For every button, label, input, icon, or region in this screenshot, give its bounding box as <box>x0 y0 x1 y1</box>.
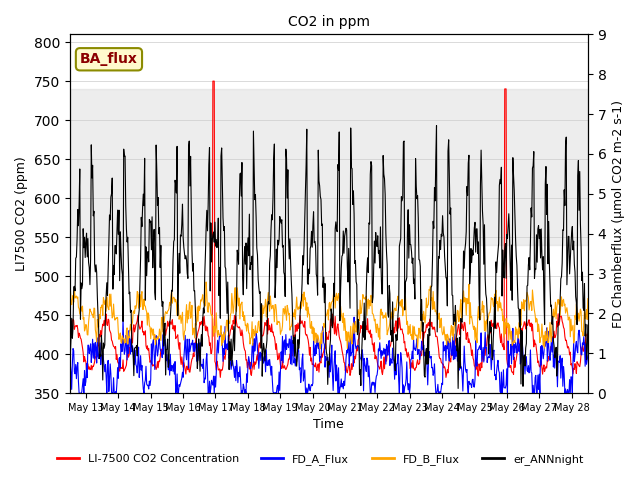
X-axis label: Time: Time <box>314 419 344 432</box>
Legend: LI-7500 CO2 Concentration, FD_A_Flux, FD_B_Flux, er_ANNnight: LI-7500 CO2 Concentration, FD_A_Flux, FD… <box>52 450 588 469</box>
Y-axis label: LI7500 CO2 (ppm): LI7500 CO2 (ppm) <box>15 156 28 271</box>
Text: BA_flux: BA_flux <box>80 52 138 66</box>
Title: CO2 in ppm: CO2 in ppm <box>288 15 370 29</box>
Y-axis label: FD Chamberflux (μmol CO2 m-2 s-1): FD Chamberflux (μmol CO2 m-2 s-1) <box>612 100 625 328</box>
Bar <box>70 89 588 245</box>
